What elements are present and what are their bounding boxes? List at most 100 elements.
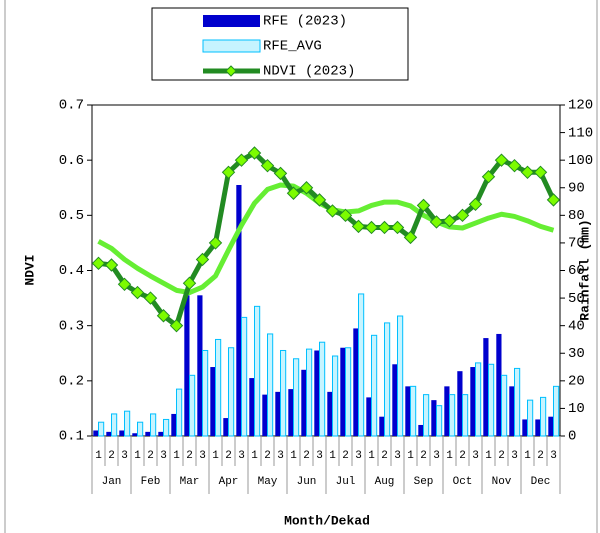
x-tick-label: 2	[342, 450, 349, 462]
y2-tick-label: 0	[568, 429, 576, 445]
bar	[171, 413, 177, 436]
bar	[436, 405, 443, 437]
x-tick-label: 2	[225, 450, 232, 462]
bar	[384, 322, 391, 437]
marker	[286, 186, 301, 200]
bar	[340, 347, 346, 436]
bar	[145, 431, 151, 436]
bar	[449, 394, 456, 437]
y-axis-label: NDVI	[22, 254, 37, 285]
x-tick-label: 2	[498, 450, 505, 462]
x-tick-label: 1	[173, 450, 180, 462]
month-label: Apr	[219, 476, 239, 488]
plot-area	[91, 104, 561, 437]
marker	[260, 158, 275, 173]
month-label: Feb	[141, 476, 161, 488]
x-tick-label: 3	[238, 450, 245, 462]
bar	[241, 316, 248, 437]
marker	[364, 220, 379, 235]
y-tick-label: 0.4	[59, 263, 84, 279]
x-tick-label: 3	[199, 450, 206, 462]
bar	[379, 416, 385, 436]
x-tick-label: 1	[251, 450, 258, 462]
x-tick-label: 2	[108, 450, 115, 462]
month-label: Sep	[414, 476, 434, 488]
x-tick-label: 3	[511, 450, 518, 462]
bar	[98, 421, 105, 437]
x-tick-label: 1	[446, 450, 453, 462]
marker	[533, 165, 548, 180]
marker	[169, 318, 184, 333]
x-tick-label: 3	[121, 450, 128, 462]
x-tick-label: 1	[329, 450, 336, 462]
marker	[390, 220, 405, 235]
x-tick-label: 2	[264, 450, 271, 462]
bar	[423, 394, 430, 437]
bar	[202, 349, 209, 437]
bar	[457, 371, 463, 436]
legend-swatch	[203, 15, 260, 27]
month-label: Jul	[336, 476, 356, 488]
marker	[351, 219, 366, 234]
bar	[444, 386, 450, 436]
marker	[247, 146, 262, 160]
marker	[416, 198, 431, 213]
y2-tick-label: 20	[568, 374, 585, 390]
x-tick-label: 2	[420, 450, 427, 462]
bar	[93, 430, 99, 436]
bar	[254, 305, 261, 437]
y2-tick-label: 100	[568, 153, 593, 169]
bar	[418, 424, 424, 436]
bar	[197, 295, 203, 436]
month-label: Jun	[297, 476, 317, 488]
legend-swatch	[202, 39, 261, 53]
marker	[377, 220, 392, 235]
marker	[494, 153, 509, 167]
marker	[546, 193, 561, 207]
marker	[481, 170, 496, 184]
y-tick-label: 0.6	[59, 153, 84, 169]
bar	[215, 338, 222, 437]
marker	[234, 153, 249, 167]
x-tick-label: 2	[186, 450, 193, 462]
bar	[163, 418, 170, 437]
bar	[514, 367, 521, 437]
bar	[249, 378, 255, 436]
bar	[496, 333, 502, 436]
marker	[312, 193, 327, 207]
bar	[332, 355, 339, 437]
bar	[189, 374, 196, 437]
marker	[468, 197, 483, 212]
marker	[507, 158, 522, 173]
bar	[353, 328, 359, 436]
y2-tick-label: 120	[568, 98, 593, 114]
bar	[509, 386, 515, 436]
bar	[280, 349, 287, 437]
bar	[288, 389, 294, 436]
marker	[429, 215, 444, 229]
x-tick-label: 2	[537, 450, 544, 462]
x-tick-label: 3	[472, 450, 479, 462]
marker	[195, 252, 210, 267]
x-tick-label: 3	[550, 450, 557, 462]
bar	[410, 385, 417, 437]
x-tick-label: 3	[355, 450, 362, 462]
x-tick-label: 2	[303, 450, 310, 462]
month-label: Oct	[453, 476, 473, 488]
y-tick-label: 0.2	[59, 374, 84, 390]
marker	[325, 204, 340, 218]
bar	[293, 358, 300, 437]
marker	[442, 214, 457, 228]
marker	[455, 208, 470, 223]
bar	[132, 433, 138, 436]
bar	[106, 431, 112, 436]
x-tick-label: 1	[95, 450, 102, 462]
bar	[392, 364, 398, 436]
y-tick-label: 0.7	[59, 98, 84, 114]
bar	[548, 416, 554, 436]
y2-tick-label: 80	[568, 208, 585, 224]
bar	[397, 315, 404, 437]
bar	[470, 367, 476, 436]
x-axis-label: Month/Dekad	[284, 513, 370, 528]
